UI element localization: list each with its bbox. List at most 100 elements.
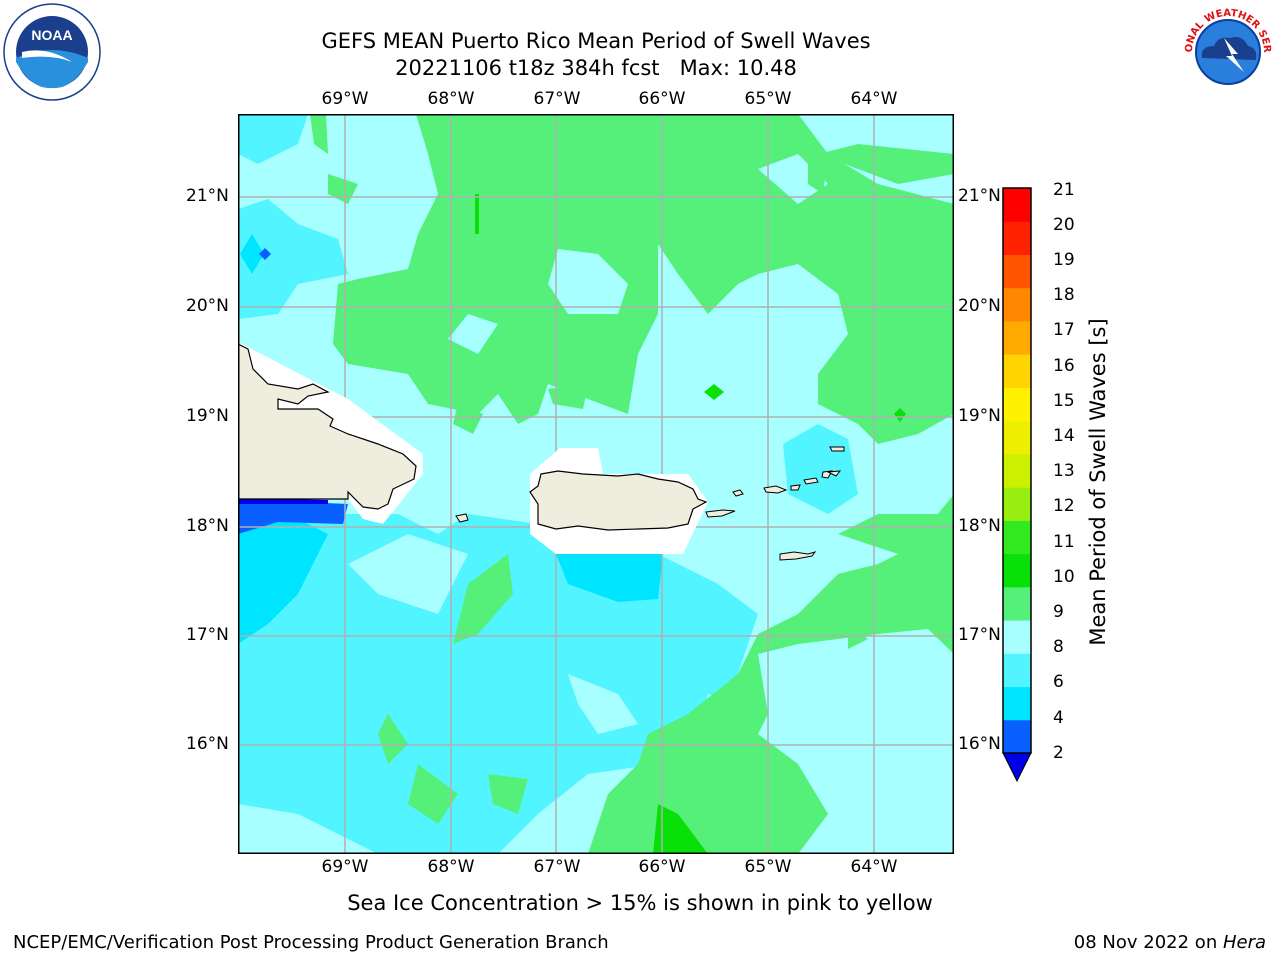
colorbar-segment-4 [1003, 686, 1031, 721]
colorbar-segment-21 [1003, 188, 1031, 222]
lon-label-bottom-64w: 64°W [850, 857, 898, 877]
lon-label-top-65w: 65°W [744, 89, 792, 109]
swell-band-9-10-north-right [818, 144, 954, 184]
colorbar-frame [1002, 187, 1032, 754]
colorbar-tick-20: 20 [1053, 215, 1075, 235]
swell-band-9-10-w [453, 404, 483, 434]
colorbar-segment-13 [1003, 453, 1031, 488]
lon-label-top-64w: 64°W [850, 89, 898, 109]
colorbar-segment-20 [1003, 221, 1031, 255]
swell-band-10-11-b [475, 194, 479, 234]
colorbar-tick-13: 13 [1053, 461, 1075, 481]
lat-label-left-20n: 20°N [186, 296, 229, 316]
swell-band-8-9-pocket-c [568, 674, 638, 734]
lon-label-top-69w: 69°W [321, 89, 369, 109]
colorbar-label: Mean Period of Swell Waves [s] [1086, 318, 1110, 646]
swell-band-9-10-pocket-a [548, 249, 628, 314]
swell-band-4-6-west [238, 519, 328, 644]
colorbar-underflow-arrow [1002, 752, 1032, 783]
sombrero-island [826, 470, 842, 477]
footer-host: Hera [1222, 932, 1266, 953]
swell-band-8-9-pocket-b [238, 804, 378, 854]
colorbar-tick-17: 17 [1053, 320, 1075, 340]
footer-date-text: 08 Nov 2022 on [1073, 932, 1223, 953]
swell-band-6-8-west [238, 199, 348, 319]
colorbar-segment-17 [1003, 320, 1031, 355]
lat-label-left-16n: 16°N [186, 734, 229, 754]
swell-band-9-10-s4 [408, 764, 458, 824]
colorbar-tick-11: 11 [1053, 532, 1075, 552]
colorbar-tick-9: 9 [1053, 602, 1064, 622]
swell-band-10-11-c [894, 408, 906, 422]
lon-label-top-67w: 67°W [533, 89, 581, 109]
colorbar-segment-18 [1003, 287, 1031, 322]
swell-band-8-9-pocket-a [348, 534, 468, 614]
colorbar-segment-16 [1003, 354, 1031, 388]
hispaniola-landmass [238, 343, 417, 510]
swell-band-4-6-pr [556, 554, 663, 602]
swell-band-9-10-se [838, 494, 954, 554]
colorbar-tick-15: 15 [1053, 391, 1075, 411]
st-thomas-island [763, 485, 788, 494]
lon-label-top-68w: 68°W [427, 89, 475, 109]
colorbar-segment-14 [1003, 420, 1031, 455]
st-john-island [790, 484, 801, 491]
lat-label-left-18n: 18°N [186, 516, 229, 536]
colorbar-tick-6: 6 [1053, 672, 1064, 692]
noaa-logo: NOAA [3, 3, 101, 101]
lon-label-bottom-68w: 68°W [427, 857, 475, 877]
lon-label-bottom-69w: 69°W [321, 857, 369, 877]
lat-label-left-17n: 17°N [186, 625, 229, 645]
mona-island [455, 513, 469, 523]
lat-label-left-21n: 21°N [186, 186, 229, 206]
lat-label-right-18n: 18°N [958, 516, 1001, 536]
colorbar-tick-8: 8 [1053, 637, 1064, 657]
colorbar-segment-6 [1003, 653, 1031, 688]
colorbar-segment-19 [1003, 254, 1031, 289]
swell-band-9-10-pocket-b [448, 314, 498, 354]
lat-label-right-19n: 19°N [958, 406, 1001, 426]
colorbar [1002, 187, 1032, 783]
lat-label-right-17n: 17°N [958, 625, 1001, 645]
swell-period-map [238, 114, 954, 854]
lat-label-right-20n: 20°N [958, 296, 1001, 316]
colorbar-tick-14: 14 [1053, 426, 1075, 446]
colorbar-tick-2: 2 [1053, 743, 1064, 763]
swell-band-9-10-s3 [488, 774, 528, 814]
swell-band-10-11-a [704, 384, 724, 400]
lat-label-left-19n: 19°N [186, 406, 229, 426]
st-croix-island [779, 551, 817, 561]
lon-label-top-66w: 66°W [638, 89, 686, 109]
swell-band-9-10-s2 [378, 714, 408, 764]
colorbar-segment-15 [1003, 387, 1031, 422]
colorbar-segment-9 [1003, 586, 1031, 621]
vieques-island [705, 509, 736, 518]
colorbar-tick-12: 12 [1053, 496, 1075, 516]
map-frame [238, 114, 954, 854]
colorbar-tick-18: 18 [1053, 285, 1075, 305]
culebra-island [732, 489, 744, 497]
nws-logo: NATIONAL WEATHER SERVICE [1178, 2, 1275, 99]
colorbar-tick-21: 21 [1053, 180, 1075, 200]
swell-band-9-10-w2 [548, 384, 588, 409]
swell-band-9-10-e [838, 574, 898, 624]
graticule [238, 114, 954, 854]
swell-band-9-10-tl [310, 114, 328, 154]
chart-title-line1: GEFS MEAN Puerto Rico Mean Period of Swe… [321, 29, 871, 53]
noaa-logo-text: NOAA [31, 27, 72, 43]
swell-band-4-6-dot [240, 234, 264, 274]
colorbar-segment-10 [1003, 553, 1031, 588]
footer-date: 08 Nov 2022 on Hera [1074, 932, 1266, 953]
lon-label-bottom-67w: 67°W [533, 857, 581, 877]
colorbar-segment-8 [1003, 620, 1031, 654]
chart-title-line2: 20221106 t18z 384h fcst Max: 10.48 [395, 56, 797, 80]
footer-branch: NCEP/EMC/Verification Post Processing Pr… [13, 932, 609, 953]
swell-band-2-4-west [238, 499, 348, 534]
swell-band-9-10-ne2 [808, 154, 828, 194]
colorbar-segment-12 [1003, 487, 1031, 521]
colorbar-tick-4: 4 [1053, 708, 1064, 728]
swell-band-10-11-south [653, 804, 708, 854]
sea-ice-note: Sea Ice Concentration > 15% is shown in … [347, 891, 933, 915]
lon-label-bottom-65w: 65°W [744, 857, 792, 877]
lat-label-right-21n: 21°N [958, 186, 1001, 206]
